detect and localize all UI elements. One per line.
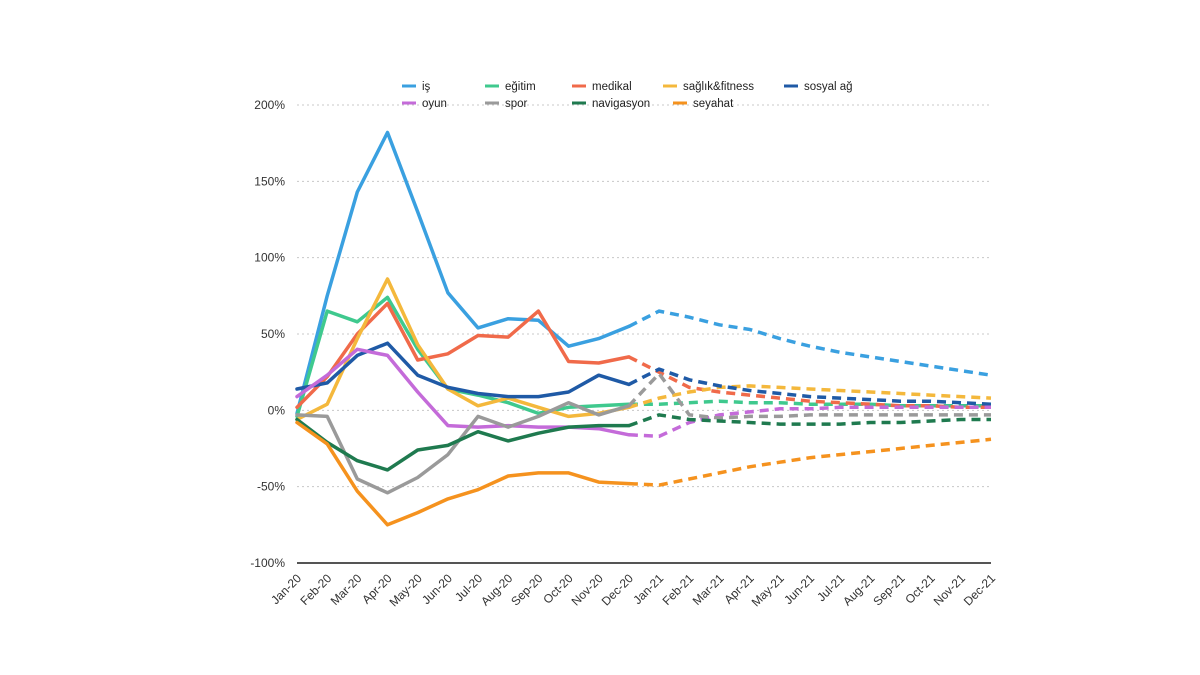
- legend-label: seyahat: [693, 98, 734, 110]
- legend: iş eğitim medikal sağlık&fitness sosyal ağ oy…: [402, 81, 853, 110]
- series-line-forecast: [627, 370, 991, 420]
- y-tick-label: -50%: [257, 480, 285, 494]
- series-line-forecast: [628, 309, 992, 377]
- series-line-forecast: [628, 384, 992, 409]
- x-axis: Jan-20Feb-20Mar-20Apr-20May-20Jun-20Jul-…: [268, 571, 998, 609]
- legend-item: eğitim: [485, 81, 536, 93]
- x-tick-label: Feb-21: [660, 571, 697, 608]
- series-line-actual: [295, 301, 631, 410]
- x-tick-label: Nov-20: [569, 571, 606, 608]
- series-line-actual: [295, 417, 631, 472]
- x-tick-label: Feb-20: [298, 571, 335, 608]
- legend-label: eğitim: [505, 81, 536, 93]
- series-medikal: [295, 301, 991, 410]
- legend-label: iş: [422, 81, 431, 93]
- legend-item: medikal: [572, 81, 632, 93]
- series-line-forecast: [628, 437, 992, 487]
- x-tick-label: Dec-21: [961, 571, 998, 608]
- legend-label: medikal: [592, 81, 632, 93]
- y-tick-label: 200%: [254, 98, 285, 112]
- x-tick-label: Mar-20: [328, 571, 365, 608]
- x-tick-label: Jan-21: [630, 571, 666, 607]
- x-tick-label: Sep-21: [870, 571, 907, 608]
- series-line-forecast: [628, 355, 991, 410]
- series-line-forecast: [628, 405, 991, 439]
- x-tick-label: Jun-21: [781, 571, 817, 607]
- series-line-forecast: [628, 367, 992, 406]
- x-tick-label: May-21: [749, 571, 787, 609]
- x-tick-label: May-20: [387, 571, 425, 609]
- legend-label: spor: [505, 98, 528, 110]
- x-tick-label: Sep-20: [508, 571, 545, 608]
- series-line-actual: [295, 277, 631, 422]
- y-tick-label: 150%: [254, 174, 285, 188]
- legend-item: seyahat: [673, 98, 734, 110]
- y-tick-label: 50%: [261, 327, 285, 341]
- y-tick-label: -100%: [250, 556, 285, 570]
- x-tick-label: Jan-20: [268, 571, 304, 607]
- x-tick-label: Aug-21: [840, 571, 877, 608]
- series-iş: [295, 130, 992, 416]
- series-line-forecast: [628, 413, 991, 428]
- series-seyahat: [295, 420, 992, 527]
- y-axis: -100% -50% 0% 50% 100% 150% 200%: [250, 98, 285, 570]
- series-line-actual: [295, 130, 631, 416]
- legend-label: sağlık&fitness: [683, 81, 754, 93]
- x-tick-label: Dec-20: [599, 571, 636, 608]
- series-sosyal ağ: [295, 341, 992, 406]
- series-lines: [295, 130, 992, 527]
- grid-lines: [297, 104, 991, 564]
- series-line-actual: [295, 420, 631, 527]
- legend-item: iş: [402, 81, 431, 93]
- series-sağlık&fitness: [295, 277, 992, 422]
- legend-label: sosyal ağ: [804, 81, 853, 93]
- series-spor: [295, 370, 991, 495]
- legend-item: sosyal ağ: [784, 81, 853, 93]
- legend-label: oyun: [422, 98, 447, 110]
- y-tick-label: 100%: [254, 251, 285, 265]
- y-tick-label: 0%: [268, 403, 286, 417]
- legend-item: oyun: [402, 98, 447, 110]
- legend-item: navigasyon: [572, 98, 650, 110]
- series-line-actual: [295, 341, 631, 399]
- x-tick-label: Mar-21: [690, 571, 727, 608]
- legend-item: sağlık&fitness: [663, 81, 754, 93]
- x-tick-label: Aug-20: [478, 571, 515, 608]
- x-tick-label: Jun-20: [419, 571, 455, 607]
- legend-label: navigasyon: [592, 98, 650, 110]
- x-tick-label: Nov-21: [931, 571, 968, 608]
- series-navigasyon: [295, 413, 991, 472]
- legend-item: spor: [485, 98, 528, 110]
- series-line-actual: [295, 400, 631, 495]
